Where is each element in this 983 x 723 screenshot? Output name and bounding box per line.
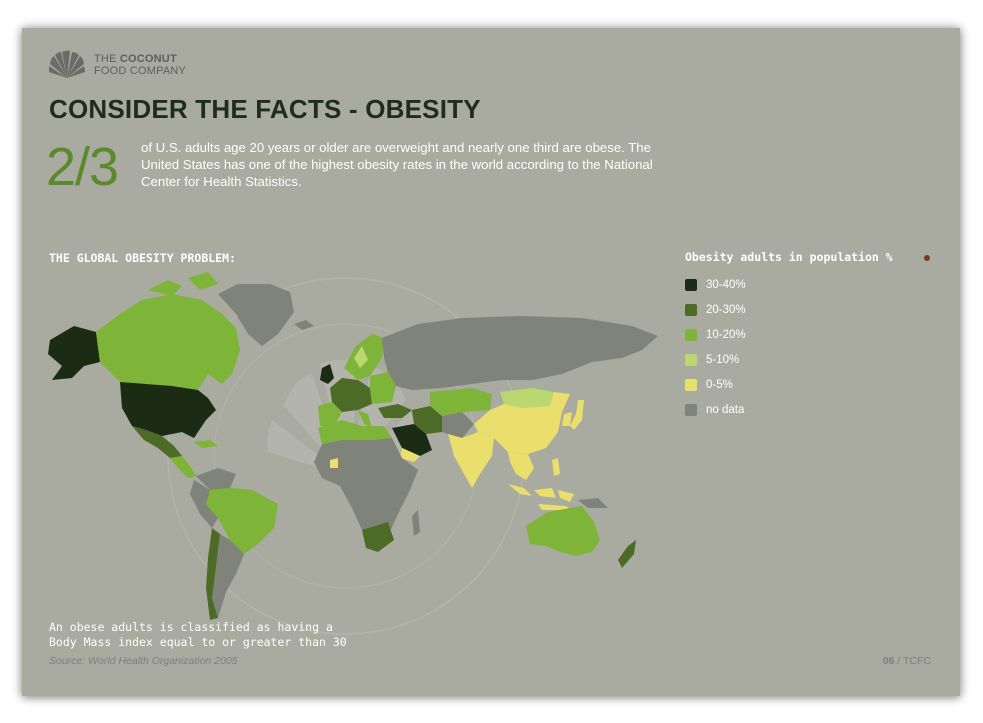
- region-turkey: [378, 404, 412, 418]
- legend-label: 5-10%: [706, 353, 740, 366]
- map-heading: THE GLOBAL OBESITY PROBLEM:: [49, 251, 236, 265]
- legend-label: 30-40%: [706, 278, 746, 291]
- legend-label: 0-5%: [706, 378, 733, 391]
- region-korea-japan: [562, 400, 584, 430]
- region-finland: [354, 346, 368, 368]
- region-north-africa: [318, 420, 392, 444]
- region-indonesia: [508, 484, 574, 510]
- region-iceland: [294, 320, 314, 330]
- region-usa: [120, 382, 216, 438]
- region-eastern-europe: [370, 372, 396, 404]
- slide-page: THE COCONUT FOOD COMPANY CONSIDER THE FA…: [22, 28, 960, 696]
- region-south-africa: [362, 522, 394, 552]
- region-mongolia: [500, 388, 554, 408]
- region-canadian-islands: [148, 272, 218, 296]
- legend-swatch: [685, 303, 697, 316]
- region-greenland: [218, 284, 294, 346]
- region-alaska: [48, 326, 100, 380]
- region-uk: [320, 364, 334, 384]
- region-pakistan-afg: [442, 412, 474, 438]
- region-iran: [412, 406, 442, 434]
- stat-description: of U.S. adults age 20 years or older are…: [141, 140, 653, 189]
- legend-swatch: [685, 378, 697, 391]
- legend-label: no data: [706, 403, 745, 416]
- region-africa: [314, 438, 418, 548]
- legend-item: 0-5%: [685, 372, 893, 397]
- page-title: CONSIDER THE FACTS - OBESITY: [49, 94, 481, 124]
- region-chile: [206, 528, 220, 620]
- legend-swatch: [685, 328, 697, 341]
- region-iberia: [318, 402, 342, 426]
- region-peru: [190, 480, 218, 528]
- legend-marker-dot: [924, 255, 930, 261]
- region-russia: [382, 316, 658, 390]
- page-number: 06 / TCFC: [882, 655, 931, 667]
- region-india: [448, 432, 494, 488]
- source-citation: Source: World Health Organization 2005: [49, 655, 238, 667]
- region-venezuela: [196, 468, 236, 490]
- brand-name: THE COCONUT FOOD COMPANY: [94, 53, 187, 77]
- coconut-palm-icon: [49, 50, 85, 78]
- legend-label: 10-20%: [706, 328, 746, 341]
- stat-fraction: 2/3: [46, 137, 119, 197]
- region-madagascar: [412, 510, 420, 536]
- legend-item: 5-10%: [685, 347, 893, 372]
- region-western-europe: [330, 378, 372, 412]
- region-new-guinea: [578, 498, 608, 508]
- region-central-america: [170, 456, 196, 478]
- legend-item: 20-30%: [685, 297, 893, 322]
- region-mexico: [132, 426, 182, 458]
- legend-item: no data: [685, 397, 893, 422]
- brand-logo: THE COCONUT FOOD COMPANY: [48, 50, 186, 80]
- legend-swatch: [685, 278, 697, 291]
- region-cuba: [194, 440, 218, 448]
- legend-title: Obesity adults in population %: [685, 250, 893, 264]
- region-se-asia: [508, 452, 534, 480]
- region-central-asia: [430, 388, 492, 416]
- region-italy: [358, 410, 372, 428]
- region-australia: [526, 506, 600, 556]
- region-argentina: [212, 534, 244, 618]
- legend-swatch: [685, 353, 697, 366]
- region-new-zealand: [618, 540, 636, 568]
- world-obesity-map: [48, 272, 658, 635]
- legend-swatch: [685, 403, 697, 416]
- legend-label: 20-30%: [706, 303, 746, 316]
- region-canada: [96, 294, 240, 390]
- map-legend: Obesity adults in population % 30-40% 20…: [685, 250, 893, 422]
- bmi-definition-note: An obese adults is classified as having …: [49, 620, 347, 649]
- region-yemen: [400, 448, 420, 462]
- legend-item: 10-20%: [685, 322, 893, 347]
- region-china: [474, 392, 570, 454]
- region-west-africa-spot: [330, 458, 338, 468]
- legend-item: 30-40%: [685, 272, 893, 297]
- region-brazil: [206, 488, 278, 554]
- region-philippines: [552, 458, 560, 476]
